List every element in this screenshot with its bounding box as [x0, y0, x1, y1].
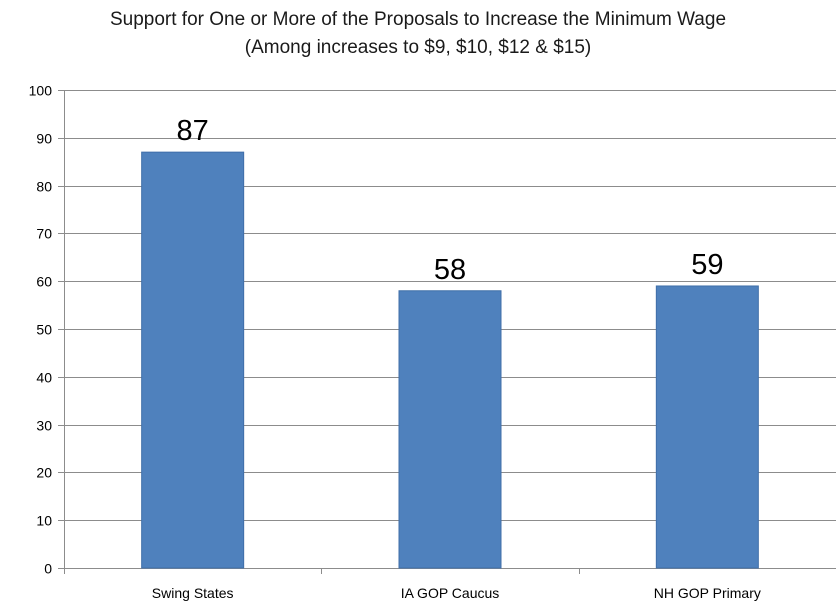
x-category-label-nh-gop-primary: NH GOP Primary [654, 585, 761, 601]
bar-nh-gop-primary [655, 285, 759, 569]
y-tick-label-30: 30 [36, 418, 52, 434]
y-tick-label-90: 90 [36, 131, 52, 147]
chart-title-block: Support for One or More of the Proposals… [0, 6, 836, 62]
y-tick-label-60: 60 [36, 274, 52, 290]
y-tick-label-80: 80 [36, 179, 52, 195]
y-tick-label-100: 100 [29, 83, 53, 99]
x-category-label-swing-states: Swing States [152, 585, 234, 601]
chart-subtitle: (Among increases to $9, $10, $12 & $15) [244, 37, 592, 58]
y-tick-label-50: 50 [36, 322, 52, 338]
bar-ia-gop-caucus [398, 290, 502, 569]
data-label-swing-states: 87 [177, 115, 209, 147]
data-label-nh-gop-primary: 59 [691, 249, 723, 281]
y-tick-label-70: 70 [36, 226, 52, 242]
y-tick-label-10: 10 [36, 513, 52, 529]
bar-swing-states [141, 151, 245, 569]
chart-title: Support for One or More of the Proposals… [109, 9, 727, 30]
x-category-label-ia-gop-caucus: IA GOP Caucus [401, 585, 500, 601]
y-tick-label-20: 20 [36, 465, 52, 481]
data-label-ia-gop-caucus: 58 [434, 254, 466, 286]
y-tick-label-0: 0 [44, 561, 52, 577]
y-tick-label-40: 40 [36, 370, 52, 386]
